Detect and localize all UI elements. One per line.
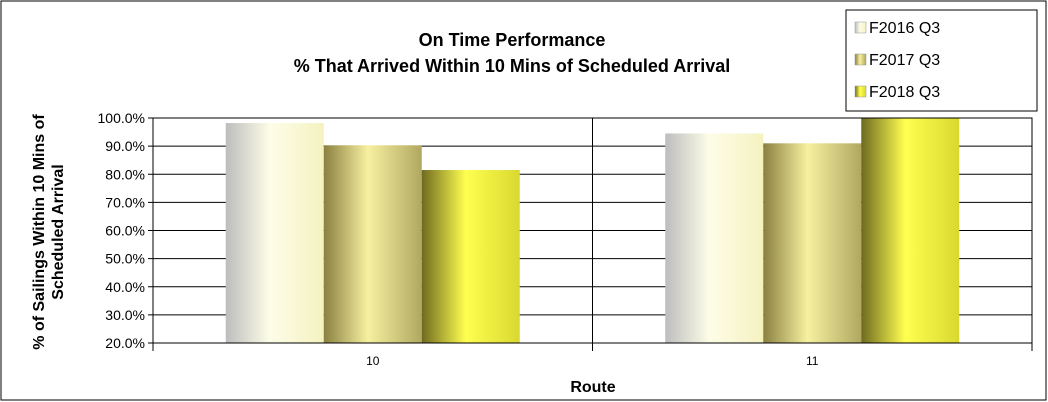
legend-box <box>845 9 1038 112</box>
y-tick-label: 50.0% <box>105 251 145 267</box>
plot-area <box>152 117 1033 344</box>
legend-swatch-f2018-q3 <box>854 85 867 98</box>
y-tick-labels: 20.0% 30.0% 40.0% 50.0% 60.0% 70.0% 80.0% 90.0%… <box>98 110 145 351</box>
bar-f2018-q3-route-11 <box>861 118 960 343</box>
y-axis-title: % of Sailings Within 10 Mins of Schedule… <box>31 114 67 350</box>
x-tick-label: 10 <box>366 354 380 368</box>
chart-title-line-1: On Time Performance <box>419 30 606 50</box>
y-axis-title-line-2: Scheduled Arrival <box>50 164 67 299</box>
bars <box>225 118 960 343</box>
y-tick-label: 80.0% <box>105 166 145 182</box>
bar-f2016-q3-route-11 <box>665 133 764 343</box>
x-tick-label: 11 <box>806 354 819 368</box>
y-tick-label: 70.0% <box>105 194 145 210</box>
axes <box>148 117 1033 351</box>
bar-f2016-q3-route-10 <box>225 123 324 343</box>
y-tick-label: 40.0% <box>105 279 145 295</box>
y-tick-label: 60.0% <box>105 223 145 239</box>
legend-label-f2017-q3: F2017 Q3 <box>869 52 940 69</box>
x-axis-title: Route <box>570 379 615 396</box>
y-tick-label: 30.0% <box>105 307 145 323</box>
legend-swatch-f2016-q3 <box>854 21 867 34</box>
legend: F2016 Q3 F2017 Q3 F2018 Q3 <box>845 9 1038 112</box>
legend-label-f2016-q3: F2016 Q3 <box>869 20 940 37</box>
y-tick-label: 20.0% <box>105 335 145 351</box>
bar-f2017-q3-route-10 <box>323 145 422 343</box>
y-tick-label: 90.0% <box>105 138 145 154</box>
x-tick-labels: 10 11 <box>366 354 819 368</box>
chart-title-line-2: % That Arrived Within 10 Mins of Schedul… <box>294 56 731 76</box>
legend-label-f2018-q3: F2018 Q3 <box>869 84 940 101</box>
bar-f2018-q3-route-10 <box>421 170 520 343</box>
y-axis-title-line-1: % of Sailings Within 10 Mins of <box>31 114 48 350</box>
legend-swatch-f2017-q3 <box>854 53 867 66</box>
y-tick-label: 100.0% <box>98 110 145 126</box>
bar-f2017-q3-route-11 <box>763 143 862 343</box>
